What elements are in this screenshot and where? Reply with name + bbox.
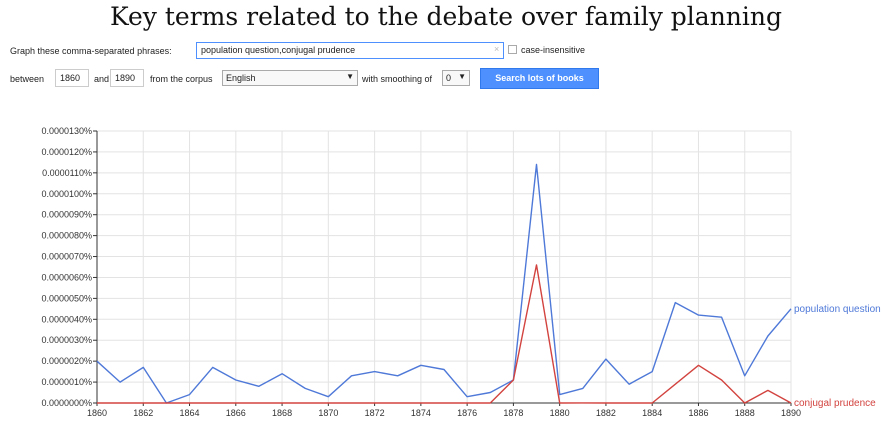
y-tick-label: 0.0000020% (41, 356, 92, 366)
y-tick-label: 0.0000100% (41, 189, 92, 199)
series-line-population-question (97, 165, 791, 404)
y-tick-label: 0.0000110% (42, 168, 92, 178)
y-tick-label: 0.0000040% (41, 314, 92, 324)
x-tick-label: 1860 (87, 408, 107, 418)
y-tick-label: 0.0000090% (41, 210, 92, 220)
y-tick-label: 0.0000070% (41, 252, 92, 262)
x-tick-label: 1890 (781, 408, 801, 418)
y-tick-label: 0.0000130% (41, 126, 92, 136)
x-tick-label: 1862 (133, 408, 153, 418)
y-tick-label: 0.0000030% (41, 335, 92, 345)
y-tick-label: 0.0000120% (41, 147, 92, 157)
x-tick-label: 1880 (550, 408, 570, 418)
x-tick-label: 1888 (735, 408, 755, 418)
x-tick-label: 1884 (642, 408, 662, 418)
x-tick-label: 1868 (272, 408, 292, 418)
series-label-population-question: population question (794, 304, 881, 315)
y-tick-label: 0.0000080% (41, 231, 92, 241)
x-tick-label: 1874 (411, 408, 431, 418)
x-tick-label: 1870 (318, 408, 338, 418)
y-tick-label: 0.0000050% (41, 293, 92, 303)
y-tick-label: 0.0000000% (41, 398, 92, 408)
x-tick-label: 1876 (457, 408, 477, 418)
series-label-conjugal-prudence: conjugal prudence (794, 398, 876, 409)
x-tick-label: 1878 (503, 408, 523, 418)
y-tick-label: 0.0000010% (41, 377, 92, 387)
x-tick-label: 1866 (226, 408, 246, 418)
x-tick-label: 1864 (180, 408, 200, 418)
y-tick-label: 0.0000060% (41, 272, 92, 282)
x-tick-label: 1872 (365, 408, 385, 418)
x-tick-label: 1882 (596, 408, 616, 418)
x-tick-label: 1886 (688, 408, 708, 418)
